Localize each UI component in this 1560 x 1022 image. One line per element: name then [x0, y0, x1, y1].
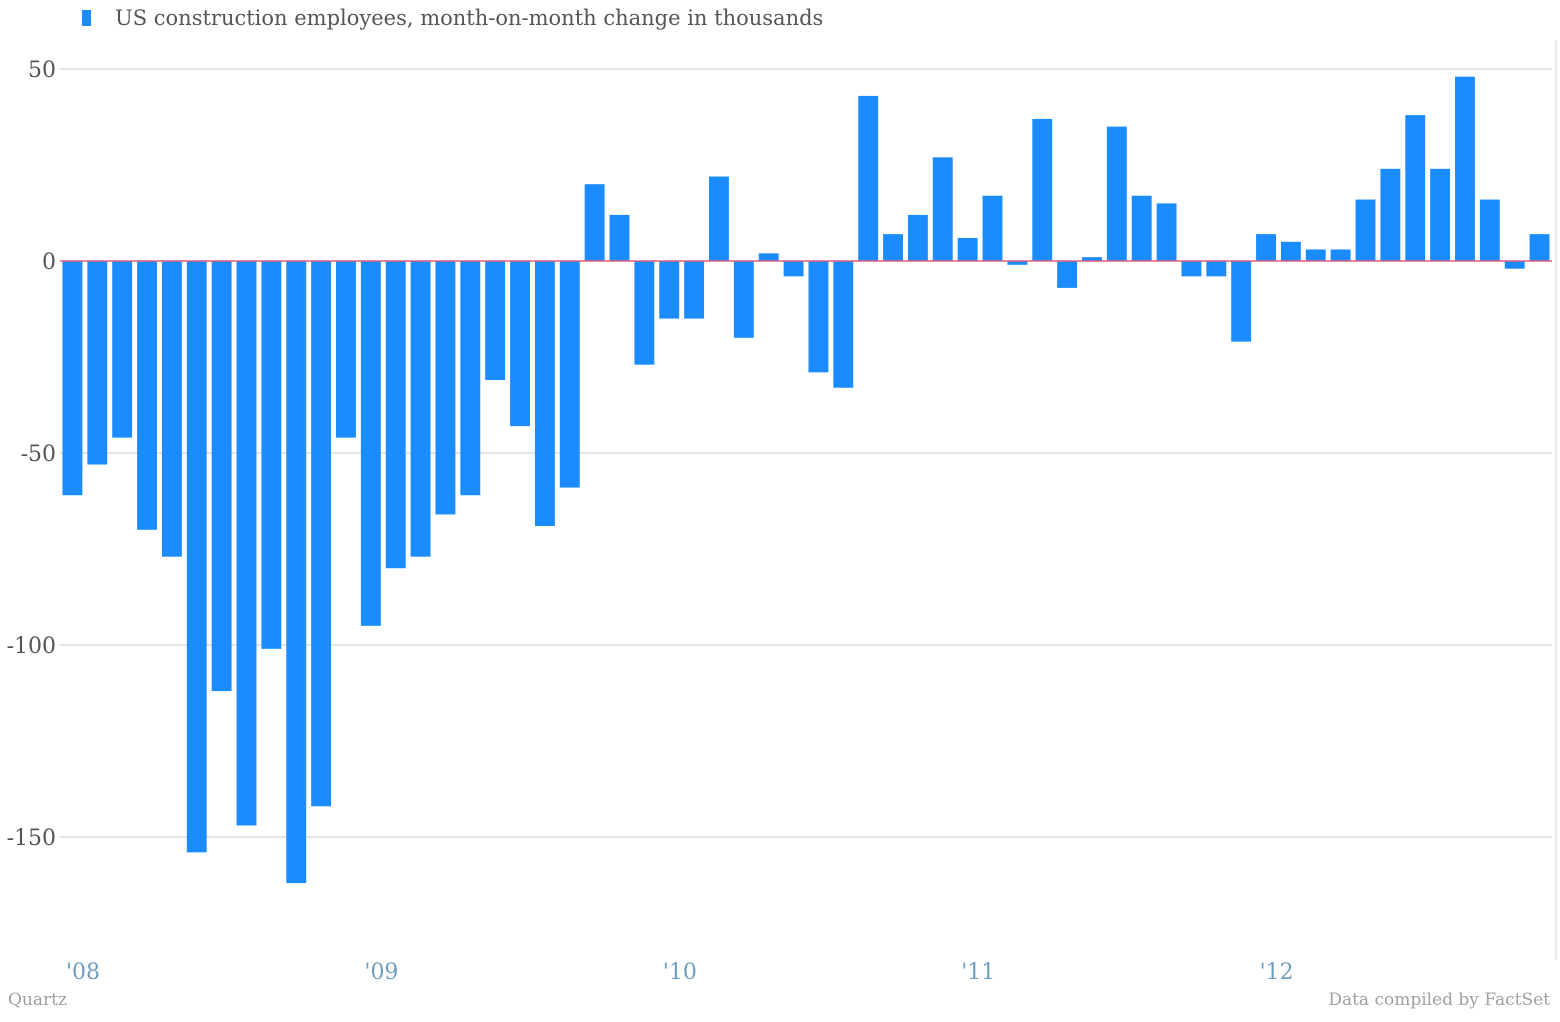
bar: [336, 261, 356, 438]
y-tick-label: 50: [28, 58, 56, 83]
y-axis-ticks: 50 0 -50 -100 -150: [7, 58, 56, 851]
bar: [534, 261, 555, 526]
bar: [584, 184, 605, 261]
y-tick-label: -100: [7, 634, 56, 659]
x-tick-label: '12: [1260, 960, 1294, 985]
bar: [733, 261, 754, 338]
y-tick-label: 0: [42, 250, 56, 275]
bar: [1280, 241, 1301, 261]
bar: [1405, 115, 1426, 261]
bar: [758, 253, 779, 261]
bars: [62, 76, 1550, 884]
bar: [1430, 168, 1451, 261]
footer-credit: Quartz: [8, 990, 67, 1010]
bar: [634, 261, 655, 365]
bar: [1156, 203, 1177, 261]
bar: [609, 214, 630, 261]
bar: [833, 261, 854, 388]
bar: [1106, 126, 1127, 261]
bar: [186, 261, 207, 853]
bar: [957, 237, 978, 261]
x-tick-label: '09: [364, 960, 398, 985]
y-tick-label: -50: [21, 442, 56, 467]
bar: [1355, 199, 1376, 261]
x-axis-ticks: '08 '09 '10 '11 '12: [66, 960, 1294, 985]
bar: [659, 261, 680, 319]
bar: [1131, 195, 1152, 261]
bar: [261, 261, 282, 649]
bar: [808, 261, 829, 373]
bar: [907, 214, 928, 261]
bar: [883, 234, 903, 261]
bar: [932, 157, 953, 261]
bar: [510, 261, 530, 427]
bar: [87, 261, 108, 465]
bar: [684, 261, 705, 319]
bar: [360, 261, 381, 626]
bar: [460, 261, 481, 496]
bar: [1181, 261, 1202, 277]
bar: [1330, 249, 1351, 261]
y-tick-label: -150: [7, 826, 56, 851]
bar: [1057, 261, 1078, 288]
bar: [385, 261, 406, 569]
bar: [1007, 261, 1028, 265]
bar: [311, 261, 332, 807]
bar: [1479, 199, 1500, 261]
bar: [236, 261, 257, 826]
legend-swatch: [82, 10, 91, 26]
bar: [137, 261, 157, 530]
bar: [858, 95, 879, 261]
bar: [1256, 234, 1276, 261]
bar: [1206, 261, 1227, 277]
x-tick-label: '08: [66, 960, 100, 985]
legend: US construction employees, month-on-mont…: [82, 6, 823, 30]
bar: [1380, 168, 1401, 261]
bar: [1231, 261, 1252, 342]
bar: [435, 261, 456, 515]
bar: [783, 261, 804, 277]
bar: [286, 261, 307, 884]
bar: [410, 261, 431, 557]
bar: [112, 261, 133, 438]
bar: [1305, 249, 1326, 261]
bar: [1504, 261, 1525, 269]
bar: [559, 261, 580, 488]
footer-source: Data compiled by FactSet: [1328, 990, 1550, 1010]
gridlines: [60, 40, 1557, 960]
legend-label: US construction employees, month-on-mont…: [115, 6, 824, 30]
bar: [982, 195, 1003, 261]
bar: [1455, 76, 1475, 262]
bar: [62, 261, 83, 496]
bar: [161, 261, 182, 557]
x-tick-label: '11: [961, 960, 995, 985]
bar: [1529, 234, 1550, 261]
x-tick-label: '10: [663, 960, 697, 985]
bar: [211, 261, 232, 692]
bar: [485, 261, 506, 381]
bar: [1032, 118, 1053, 261]
bar: [709, 176, 729, 261]
bar: [1082, 257, 1102, 261]
